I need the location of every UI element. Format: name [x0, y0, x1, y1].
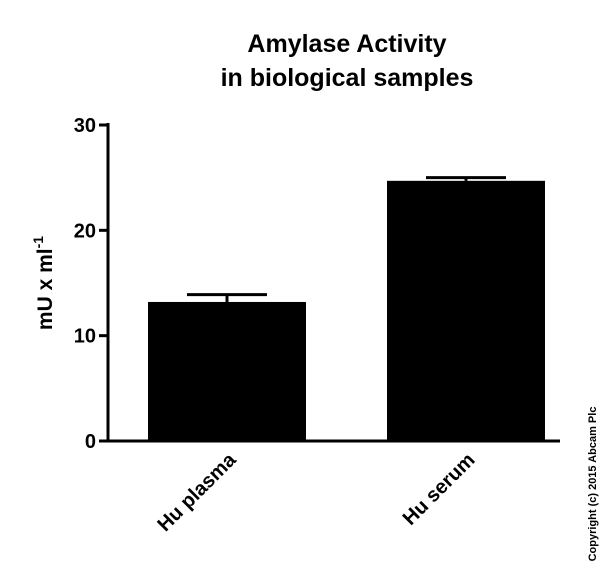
x-tick-label: Hu serum [399, 449, 480, 530]
copyright: Copyright (c) 2015 Abcam Plc [587, 407, 599, 562]
y-axis-label-text: mU x ml [34, 248, 57, 330]
y-tick-label: 30 [74, 115, 96, 137]
chart-title: in biological samples [221, 64, 474, 92]
chart-title: Amylase Activity [247, 30, 446, 58]
y-tick-label: 10 [74, 326, 96, 348]
y-axis-label-superscript: -1 [30, 236, 46, 249]
y-tick-label: 20 [74, 220, 96, 242]
x-tick-label: Hu plasma [153, 448, 241, 536]
bar [387, 180, 545, 441]
y-axis-label: mU x ml-1 [30, 236, 57, 330]
y-tick-label: 0 [85, 431, 96, 453]
bar [148, 301, 306, 441]
